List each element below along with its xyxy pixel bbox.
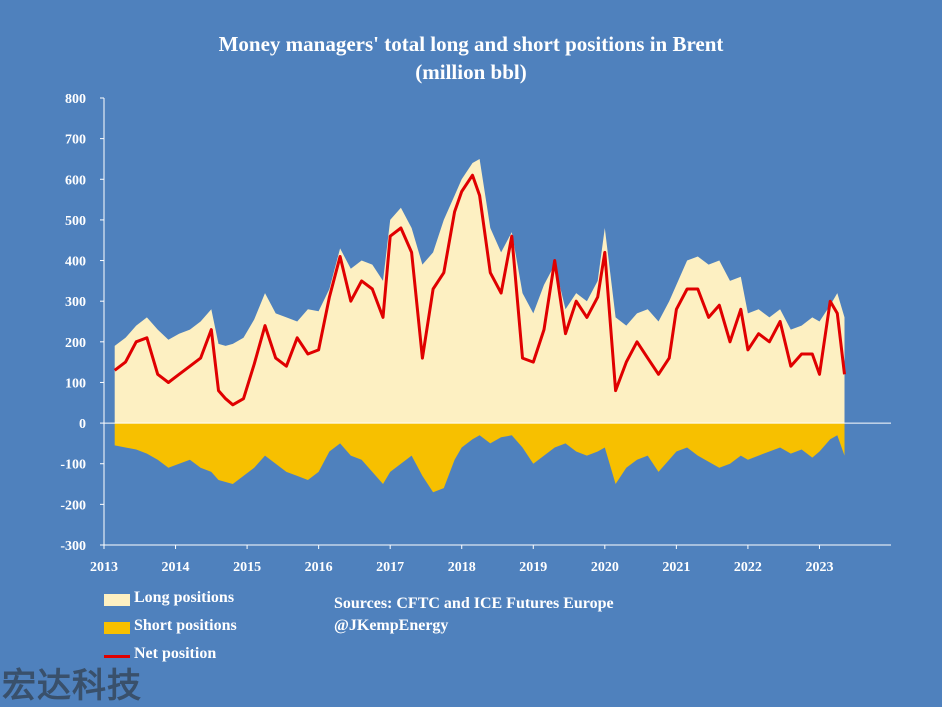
- author-handle: @JKempEnergy: [334, 617, 449, 634]
- x-tick-label: 2016: [305, 560, 333, 575]
- long-positions-layer: [114, 159, 845, 424]
- short-positions-layer: [114, 423, 845, 493]
- y-tick-label: 700: [65, 133, 86, 148]
- legend-label-short: Short positions: [134, 617, 237, 634]
- watermark-logo: 宏达科技: [2, 666, 142, 706]
- long-swatch: [104, 594, 130, 606]
- y-tick-label: 500: [65, 214, 86, 229]
- title-line-1: Money managers' total long and short pos…: [218, 32, 724, 56]
- legend-label-net: Net position: [134, 645, 217, 662]
- chart-title: Money managers' total long and short pos…: [0, 30, 942, 86]
- y-tick-label: 300: [65, 295, 86, 310]
- x-tick-label: 2015: [233, 560, 261, 575]
- y-tick-label: 400: [65, 255, 86, 270]
- y-tick-label: -100: [60, 458, 86, 473]
- x-tick-label: 2023: [805, 560, 833, 575]
- y-tick-label: -200: [60, 498, 86, 513]
- sources-line: Sources: CFTC and ICE Futures Europe: [334, 595, 614, 612]
- axes: 800 700 600 500 400 300 200 100 0 -100 -200 -300 201…: [60, 92, 891, 575]
- x-tick-label: 2013: [90, 560, 118, 575]
- net-position-layer: [113, 173, 846, 407]
- x-tick-label: 2019: [519, 560, 547, 575]
- x-tick-label: 2014: [162, 560, 190, 575]
- short-swatch: [104, 622, 130, 634]
- y-tick-label: 600: [65, 173, 86, 188]
- sources-note: Sources: CFTC and ICE Futures Europe @JK…: [334, 593, 614, 637]
- y-tick-label: 100: [65, 376, 86, 391]
- y-tick-label: 200: [65, 336, 86, 351]
- y-tick-label: 0: [79, 417, 86, 432]
- x-tick-label: 2021: [662, 560, 690, 575]
- title-line-2: (million bbl): [415, 60, 527, 84]
- legend-label-long: Long positions: [134, 589, 235, 606]
- y-tick-label: -300: [60, 539, 86, 554]
- net-swatch: [104, 655, 130, 658]
- net-position-line: [113, 173, 846, 407]
- short-positions-area: [114, 423, 845, 493]
- chart-area: 800 700 600 500 400 300 200 100 0 -100 -200 -300 201…: [60, 92, 891, 575]
- x-tick-label: 2017: [376, 560, 404, 575]
- x-tick-label: 2022: [734, 560, 762, 575]
- x-tick-label: 2020: [591, 560, 619, 575]
- x-tick-label: 2018: [448, 560, 476, 575]
- y-tick-label: 800: [65, 92, 86, 107]
- long-positions-area: [114, 159, 845, 424]
